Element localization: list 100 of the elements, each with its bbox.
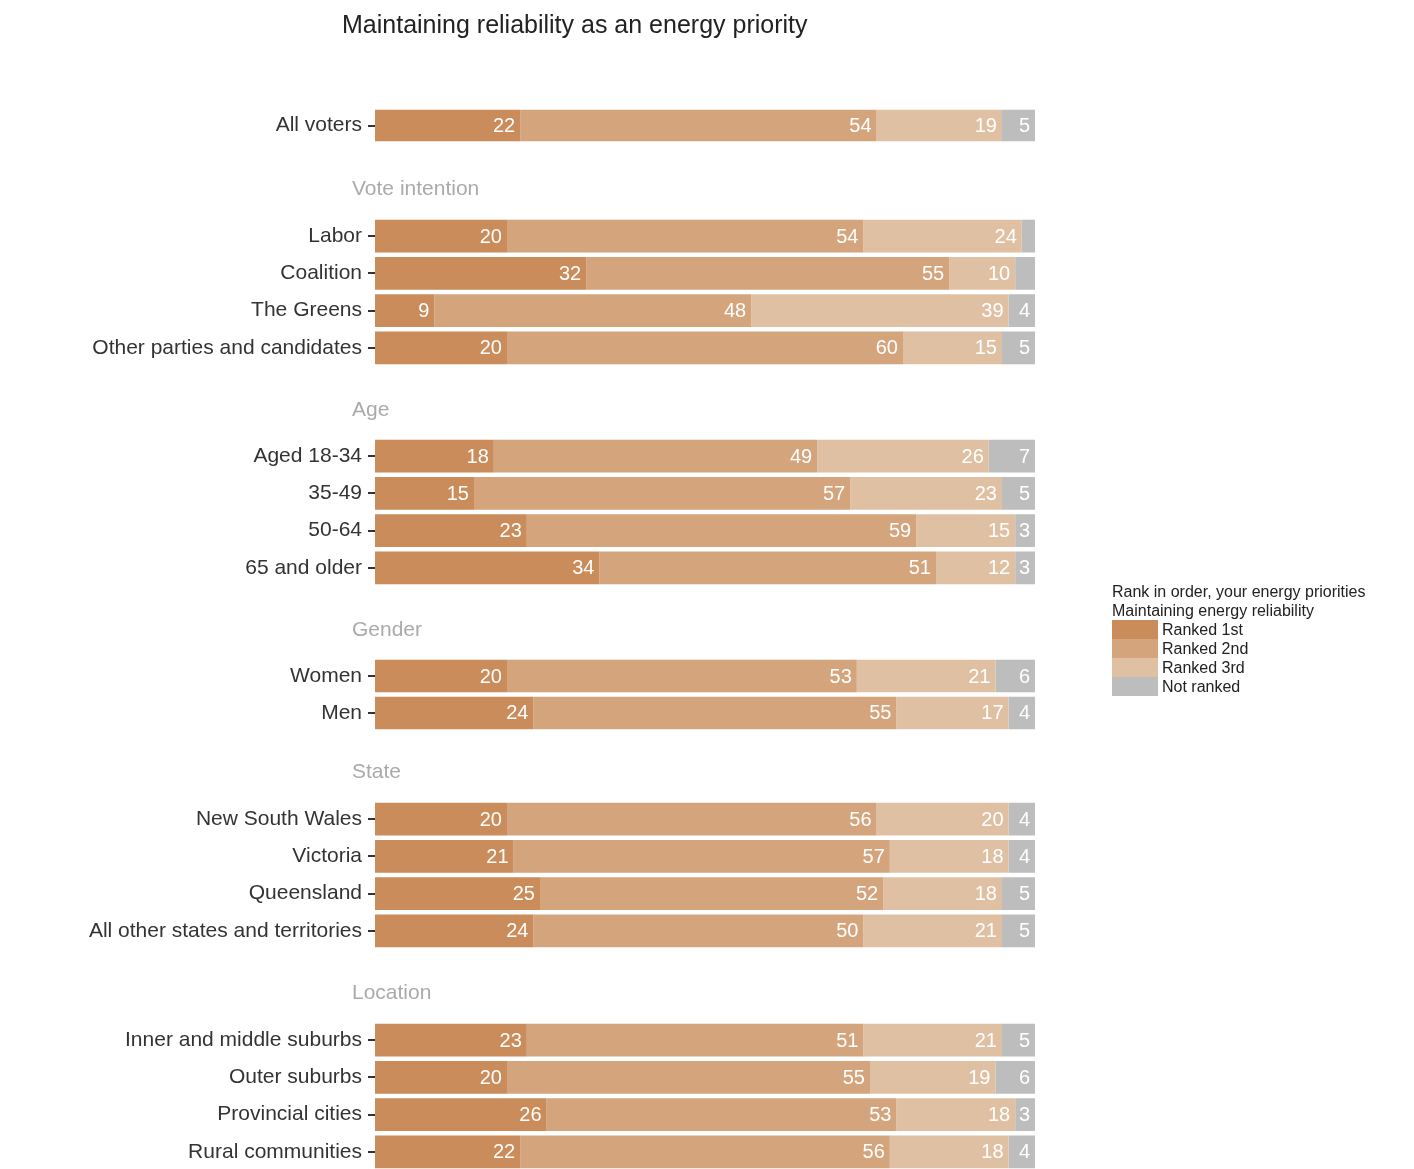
data-label: 4 [1018, 807, 1030, 830]
y-tick-label: 65 and older [245, 554, 362, 578]
bar [375, 219, 507, 253]
bar [883, 877, 1002, 910]
bar [507, 802, 877, 836]
data-label: 56 [849, 807, 872, 830]
data-label: 17 [981, 701, 1004, 724]
data-label: 5 [1018, 336, 1030, 359]
data-label: 20 [479, 664, 502, 687]
bar [1002, 1023, 1035, 1057]
data-label: 21 [974, 919, 997, 942]
y-tick-label: All voters [275, 112, 362, 136]
data-label: 26 [961, 444, 984, 467]
data-label: 5 [1018, 481, 1030, 504]
bar [1008, 1135, 1035, 1169]
bar [850, 477, 1002, 510]
bar [896, 696, 1009, 730]
data-label: 52 [855, 882, 879, 905]
bar [1002, 877, 1035, 910]
bar [863, 1023, 1002, 1057]
bar [876, 109, 1002, 142]
bar [375, 877, 540, 910]
data-label: 23 [974, 481, 997, 504]
data-label: 20 [479, 224, 502, 247]
data-label: 5 [1018, 882, 1030, 905]
data-label: 18 [987, 1103, 1011, 1126]
y-tick-label: Queensland [248, 880, 362, 904]
bar [599, 551, 936, 585]
bar [507, 1061, 870, 1094]
data-label: 55 [842, 1065, 865, 1088]
bar [856, 659, 996, 693]
data-label: 20 [479, 807, 502, 830]
legend-label: Ranked 1st [1162, 620, 1243, 639]
data-label: 53 [829, 664, 852, 687]
bar [375, 294, 435, 327]
data-label: 15 [987, 519, 1011, 542]
data-label: 7 [1018, 444, 1030, 467]
data-label: 21 [486, 844, 509, 867]
data-label: 4 [1018, 1140, 1030, 1163]
data-label: 21 [968, 664, 991, 687]
bar [474, 477, 851, 510]
bar [896, 1098, 1016, 1131]
data-label: 51 [908, 556, 931, 579]
bar [507, 219, 864, 253]
data-label: 4 [1018, 299, 1030, 322]
y-tick-label: The Greens [251, 297, 362, 321]
data-label: 34 [572, 556, 595, 579]
data-label: 20 [479, 336, 502, 359]
data-label: 20 [981, 807, 1004, 830]
data-label: 20 [479, 1065, 502, 1088]
data-label: 39 [981, 299, 1004, 322]
data-label: 24 [994, 224, 1017, 247]
data-label: 57 [862, 844, 885, 867]
legend-label: Not ranked [1162, 677, 1241, 696]
bar [889, 1135, 1009, 1169]
data-label: 19 [974, 114, 997, 137]
data-label: 18 [981, 844, 1004, 867]
data-label: 12 [987, 556, 1011, 579]
data-label: 18 [974, 882, 997, 905]
bar [526, 1023, 864, 1057]
bar [1002, 109, 1035, 142]
bar [817, 439, 989, 473]
data-label: 6 [1018, 1065, 1030, 1088]
data-label: 22 [492, 114, 516, 137]
bar [375, 1135, 521, 1169]
data-label: 51 [836, 1028, 859, 1051]
data-label: 15 [446, 481, 469, 504]
bar [375, 439, 494, 473]
data-label: 23 [499, 1028, 522, 1051]
bar [507, 659, 857, 693]
data-label: 5 [1018, 919, 1030, 942]
bar [540, 877, 884, 910]
data-label: 53 [869, 1103, 892, 1126]
chart-title: Vote intention [352, 176, 480, 200]
data-label: 57 [822, 481, 846, 504]
bar [870, 1061, 996, 1094]
data-label: 54 [849, 114, 872, 137]
data-label: 25 [512, 882, 535, 905]
bar [375, 696, 534, 730]
legend-label: Ranked 2nd [1162, 639, 1249, 658]
bar [375, 840, 514, 873]
data-label: 15 [974, 336, 997, 359]
legend-label: Ranked 3rd [1162, 658, 1245, 677]
bar [876, 802, 1009, 836]
bar [375, 1098, 547, 1131]
data-label: 26 [519, 1103, 542, 1126]
bar [513, 840, 890, 873]
data-label: 3 [1018, 1103, 1030, 1126]
bar [586, 257, 950, 290]
bar [1015, 257, 1035, 290]
data-label: 48 [723, 299, 747, 322]
data-label: 55 [869, 701, 892, 724]
chart-title: State [352, 759, 402, 783]
bar [1002, 477, 1035, 510]
bar [903, 331, 1002, 365]
data-label: 6 [1018, 664, 1030, 687]
bar [375, 109, 521, 142]
bar [520, 109, 877, 142]
chart-title: Maintaining reliability as an energy priority [342, 10, 808, 39]
bar [493, 439, 818, 473]
